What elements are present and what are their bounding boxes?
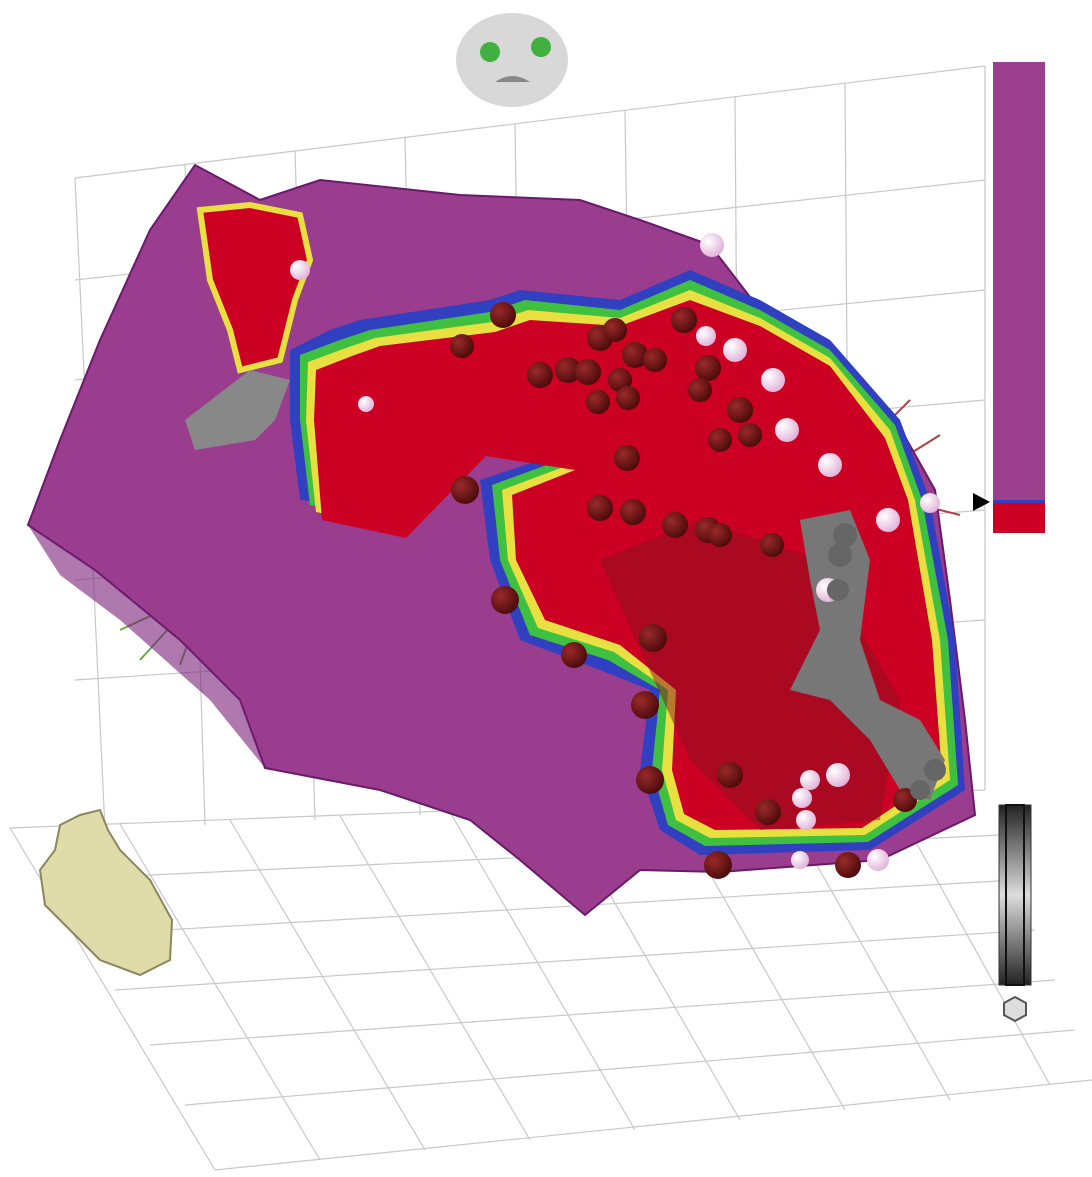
anatomical-map-view xyxy=(0,0,1092,1177)
scale-pointer[interactable] xyxy=(973,493,990,511)
orientation-face[interactable] xyxy=(456,13,568,107)
scale-red xyxy=(993,503,1045,533)
zoom-slider[interactable] xyxy=(999,805,1031,1021)
heart-icon[interactable] xyxy=(40,810,172,975)
scale-purple xyxy=(993,62,1045,500)
page xyxy=(0,0,1092,1177)
